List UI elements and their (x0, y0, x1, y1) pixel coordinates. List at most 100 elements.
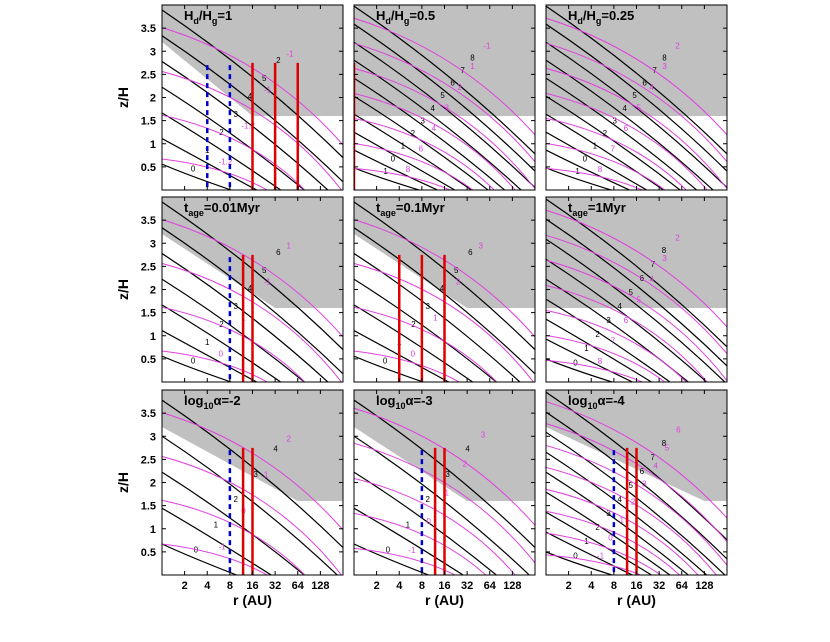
black-contour-label: 5 (454, 266, 459, 275)
black-contour-line (354, 23, 535, 172)
black-contour-label: 0 (383, 356, 388, 365)
magenta-contour-label: 1 (470, 62, 475, 71)
magenta-contour-line (546, 466, 717, 575)
black-contour-label: 5 (629, 288, 634, 297)
panel-title: log10α=-4 (568, 393, 625, 411)
magenta-contour-line (354, 407, 535, 526)
black-contour-label: 0 (573, 358, 578, 367)
black-contour-line (162, 252, 329, 382)
x-tick-label: 2 (566, 580, 572, 592)
black-contour-label: 4 (465, 445, 470, 454)
x-tick-label: 2 (182, 580, 188, 592)
black-contour-label: 4 (440, 284, 445, 293)
black-contour-line (354, 5, 535, 155)
black-contour-label: 3 (606, 509, 611, 518)
black-contour-label: 3 (233, 302, 238, 311)
black-contour-line (546, 491, 671, 575)
y-axis-label: z/H (115, 279, 131, 300)
magenta-contour-line (546, 309, 687, 382)
magenta-contour-label: 3 (445, 103, 450, 112)
magenta-contour-label: 0 (608, 533, 613, 542)
shaded-region (546, 5, 727, 116)
black-contour-line (546, 198, 727, 348)
y-tick-label: 3 (150, 431, 156, 443)
magenta-contour-line (354, 42, 535, 163)
x-tick-label: 4 (204, 580, 211, 592)
magenta-contour-label: 2 (675, 234, 680, 243)
black-contour-label: 5 (629, 481, 634, 490)
black-contour-label: 5 (262, 266, 267, 275)
magenta-contour-line (162, 158, 269, 190)
black-contour-label: 3 (613, 116, 618, 125)
magenta-contour-label: 1 (620, 515, 625, 524)
black-contour-line (546, 59, 714, 190)
magenta-contour-line (546, 444, 727, 567)
black-contour-label: 0 (191, 356, 196, 365)
magenta-contour-label: -1 (597, 551, 605, 560)
black-contour-line (162, 35, 343, 183)
magenta-contour-line (162, 499, 306, 575)
magenta-contour-line (546, 234, 727, 355)
y-tick-label: 3.5 (141, 23, 156, 35)
black-contour-line (354, 201, 535, 351)
black-contour-line (162, 227, 343, 375)
panel-5: 01234560123tage=0.1Myr (353, 196, 536, 383)
black-contour-line (354, 543, 431, 575)
black-contour-label: 2 (276, 56, 281, 65)
black-contour-label: 0 (573, 551, 578, 560)
shaded-region (162, 197, 343, 308)
black-contour-line (546, 531, 634, 575)
black-contour-line (162, 471, 306, 575)
magenta-contour-label: 2 (286, 434, 291, 443)
black-contour-line (546, 77, 698, 190)
magenta-contour-label: 1 (264, 470, 269, 479)
black-contour-label: 2 (219, 128, 224, 137)
black-contour-label: 3 (445, 470, 450, 479)
y-tick-label: 3.5 (141, 215, 156, 227)
magenta-contour-label: 5 (665, 443, 670, 452)
black-contour-label: 5 (440, 91, 445, 100)
black-contour-line (162, 278, 306, 382)
black-contour-line (546, 113, 665, 190)
magenta-contour-label: -1 (483, 42, 491, 51)
y-tick-label: 2 (150, 285, 156, 297)
x-tick-label: 16 (630, 580, 642, 592)
black-contour-label: 1 (214, 520, 219, 529)
magenta-contour-line (546, 92, 708, 190)
black-contour-label: -1 (573, 167, 581, 176)
black-contour-line (354, 113, 473, 190)
black-contour-label: -1 (381, 167, 389, 176)
black-contour-label: 1 (205, 338, 210, 347)
black-contour-label: 1 (406, 520, 411, 529)
black-contour-label: 8 (470, 53, 475, 62)
magenta-contour-label: 1 (445, 488, 450, 497)
black-contour-label: 2 (411, 320, 416, 329)
panel-title: tage=0.01Myr (184, 200, 260, 218)
magenta-contour-label: 3 (662, 254, 667, 263)
magenta-contour-label: 6 (419, 145, 424, 154)
magenta-contour-line (354, 117, 495, 190)
magenta-contour-label: 8 (598, 165, 603, 174)
magenta-contour-label: -1.2 (219, 157, 233, 166)
magenta-contour-line (354, 262, 535, 382)
black-contour-label: 4 (617, 495, 622, 504)
magenta-contour-line (546, 167, 644, 190)
x-tick-label: 128 (311, 580, 329, 592)
magenta-contour-line (546, 17, 727, 136)
x-tick-label: 128 (695, 580, 713, 592)
black-contour-line (354, 41, 535, 189)
shaded-region (354, 390, 535, 501)
x-tick-label: 16 (246, 580, 258, 592)
magenta-contour-label: 5 (637, 103, 642, 112)
black-contour-line (162, 112, 282, 190)
black-contour-label: 3 (233, 110, 238, 119)
magenta-contour-line (546, 117, 687, 190)
magenta-contour-line (546, 423, 727, 543)
magenta-contour-label: 8 (406, 165, 411, 174)
black-contour-label: 6 (450, 79, 455, 88)
black-contour-label: 4 (248, 92, 253, 101)
